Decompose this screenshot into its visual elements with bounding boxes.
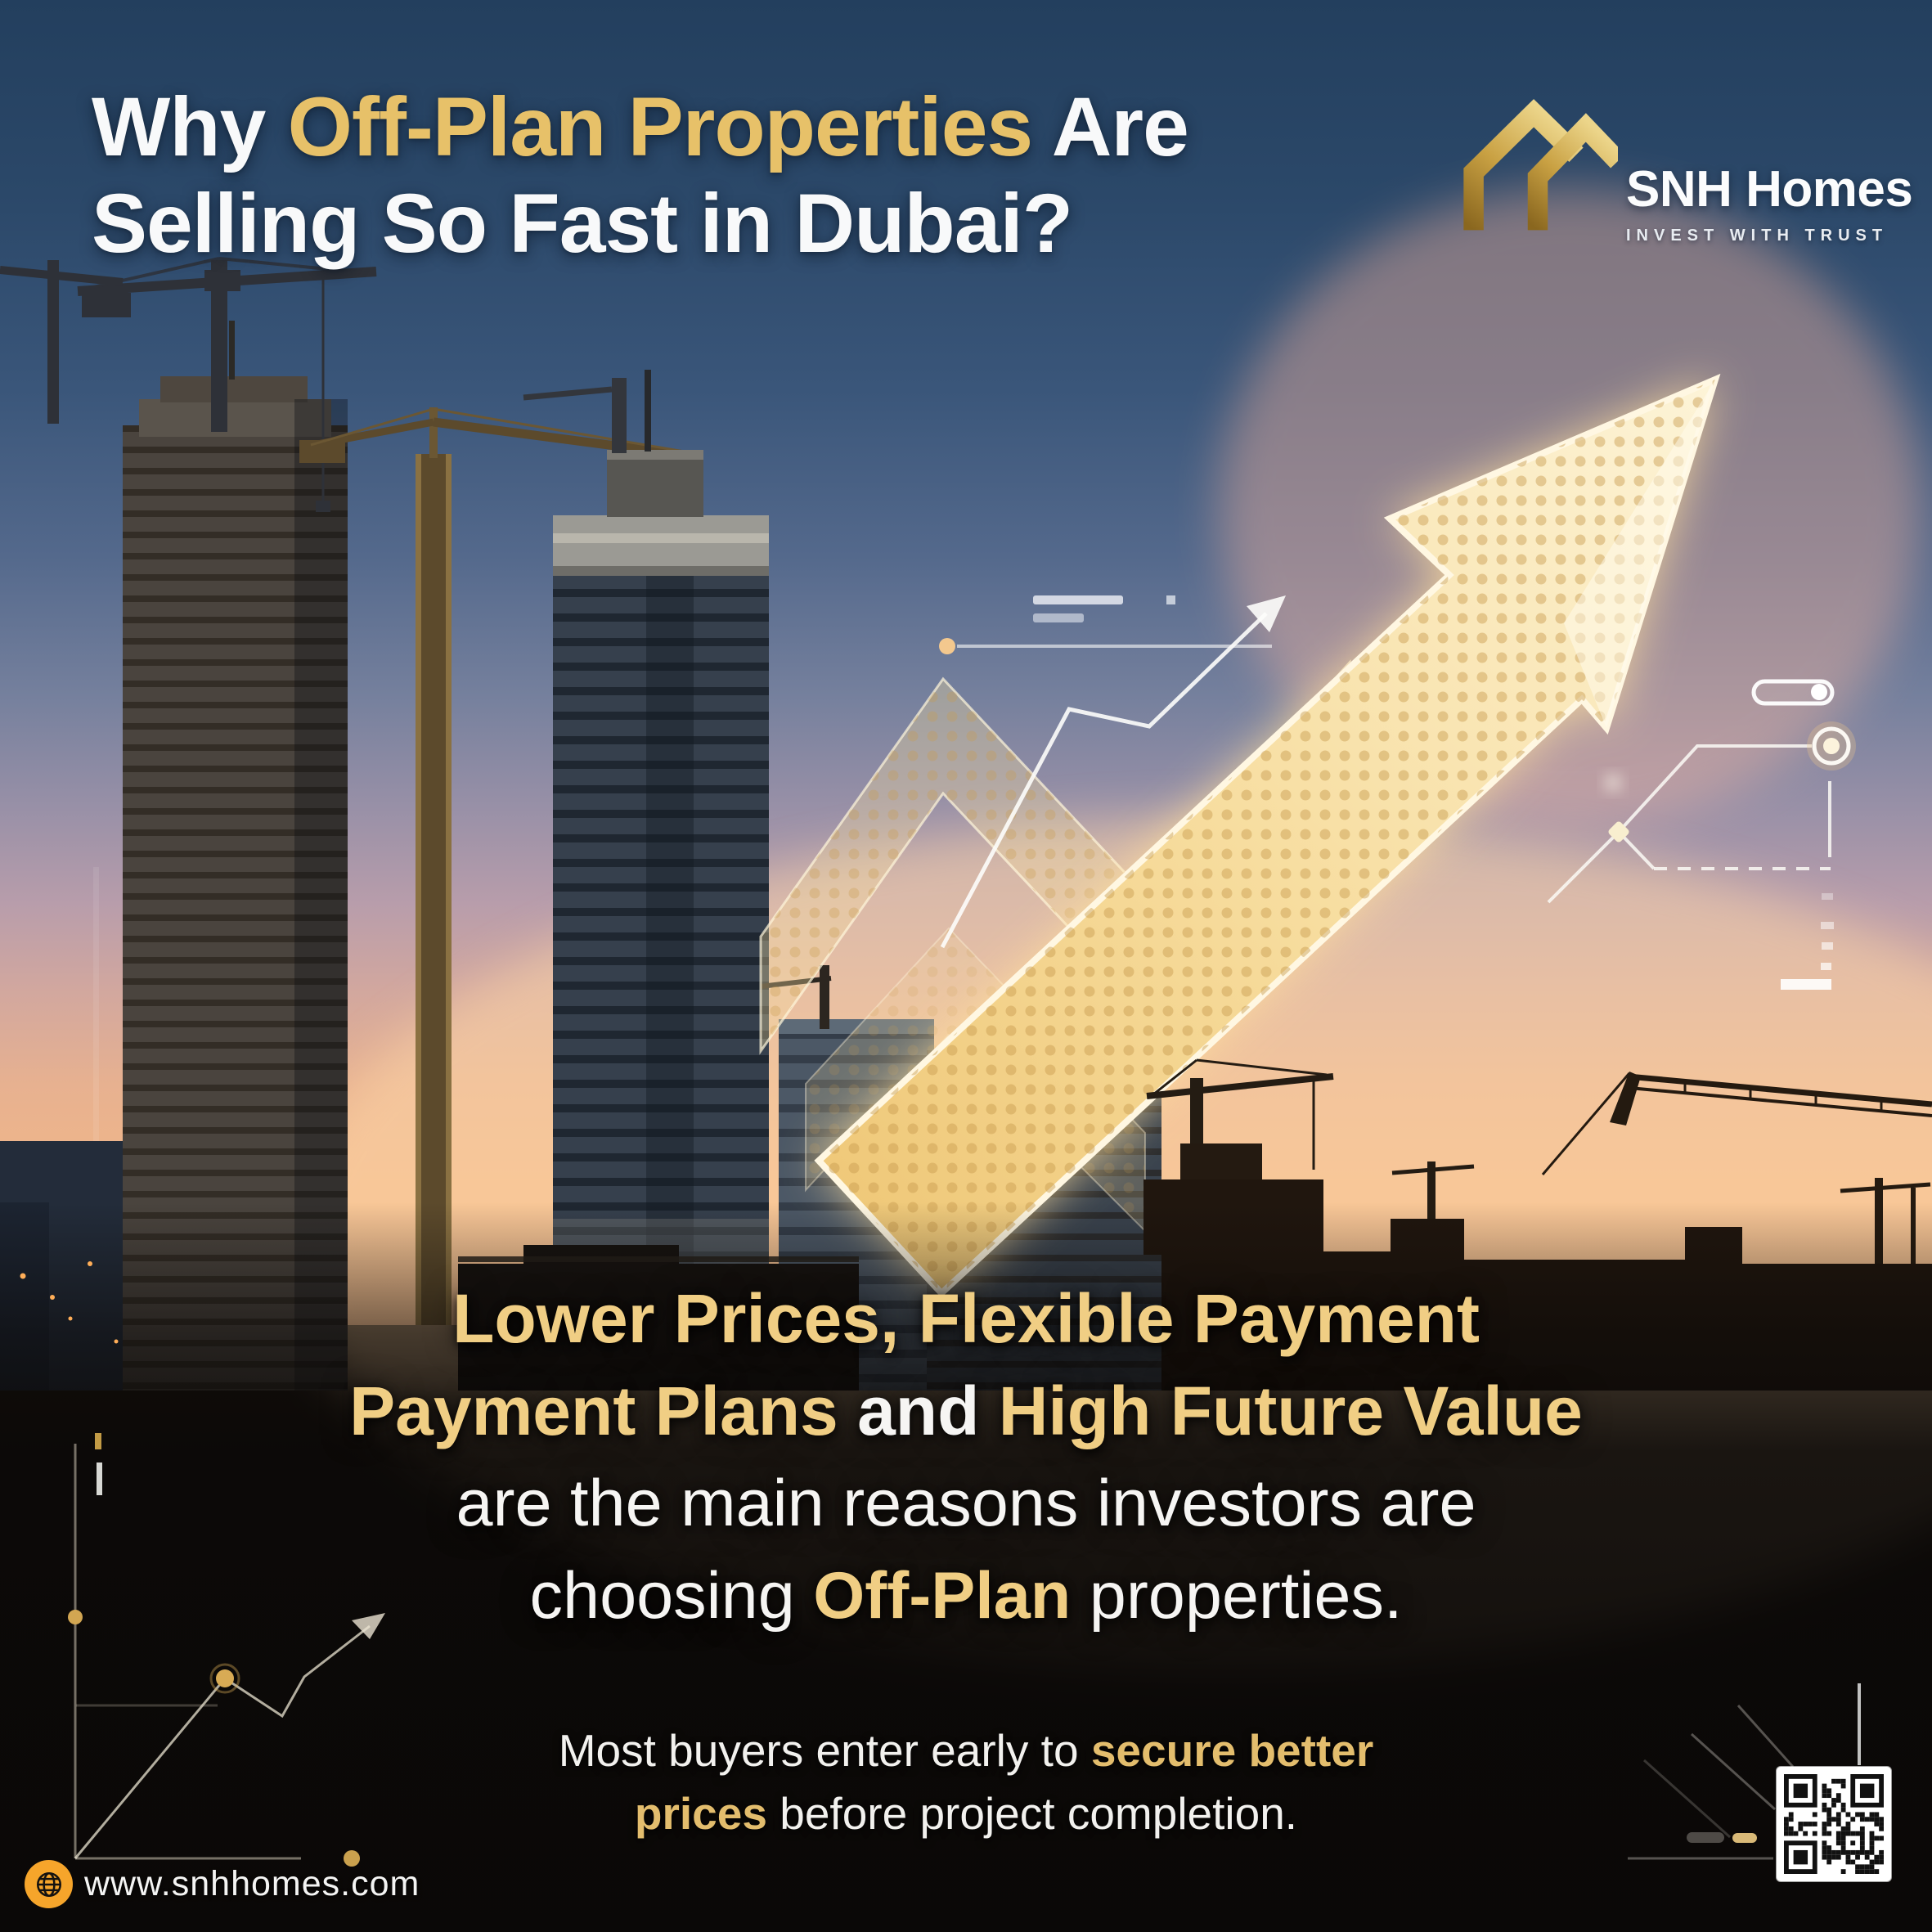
submessage-line2-white: before project completion. (766, 1788, 1298, 1839)
message-line2-gold2: High Future Value (998, 1373, 1583, 1449)
headline-line2: Selling So Fast in Dubai? (92, 177, 1073, 271)
globe-icon (36, 1871, 61, 1897)
headline-line1-highlight: Off-Plan Properties (287, 80, 1034, 173)
message-line4-white1: choosing (529, 1559, 814, 1633)
headline-line1-suffix: Are (1032, 80, 1189, 173)
message-block: Lower Prices, Flexible Payment Payment P… (0, 1273, 1932, 1642)
line-chart-arrow-icon (939, 595, 1286, 949)
message-line2-white: and (838, 1373, 999, 1449)
dusk-overlay (0, 1202, 1932, 1932)
message-line2: Payment Plans and High Future Value (0, 1365, 1932, 1458)
message-line4-gold: Off-Plan (813, 1559, 1072, 1633)
message-line4: choosing Off-Plan properties. (0, 1550, 1932, 1642)
website-url: www.snhhomes.com (84, 1864, 420, 1903)
circuit-decoration (1547, 679, 1856, 990)
submessage-line1: Most buyers enter early to secure better (0, 1719, 1932, 1782)
submessage-line2-gold: prices (634, 1788, 767, 1839)
message-line1: Lower Prices, Flexible Payment (452, 1280, 1480, 1357)
logo-tagline: INVEST WITH TRUST (1626, 227, 1889, 245)
website-chip: www.snhhomes.com (25, 1860, 420, 1908)
logo-name: SNH Homes (1626, 161, 1913, 218)
submessage-line1-gold: secure better (1090, 1725, 1374, 1776)
growth-arrow-icon (814, 373, 1721, 1298)
bottom-chart-decoration (68, 1433, 385, 1867)
headline-line1-prefix: Why (92, 80, 288, 173)
city-lights (20, 1261, 119, 1344)
submessage-block: Most buyers enter early to secure better… (0, 1719, 1932, 1845)
message-line2-gold1: Payment Plans (349, 1373, 838, 1449)
globe-badge (25, 1860, 73, 1908)
submessage-line2: prices before project completion. (0, 1782, 1932, 1845)
message-line4-white2: properties. (1071, 1559, 1403, 1633)
gold-chevron-bands (759, 659, 1351, 1233)
double-roof-icon (1463, 99, 1618, 231)
headline-line1: Why Off-Plan Properties Are (92, 79, 1189, 175)
logo-text: SNH Homes INVEST WITH TRUST (1626, 92, 1913, 245)
qr-code (1777, 1767, 1891, 1881)
headline: Why Off-Plan Properties Are Selling So F… (92, 79, 1189, 272)
bottom-network-decoration (1628, 1683, 1861, 1860)
message-line3: are the main reasons investors are (456, 1467, 1476, 1540)
submessage-line1-white: Most buyers enter early to (558, 1725, 1091, 1776)
toggle-pill-icon (1751, 679, 1835, 706)
lattice-crane (299, 407, 698, 1325)
brand-logo: SNH Homes INVEST WITH TRUST (1458, 92, 1913, 245)
